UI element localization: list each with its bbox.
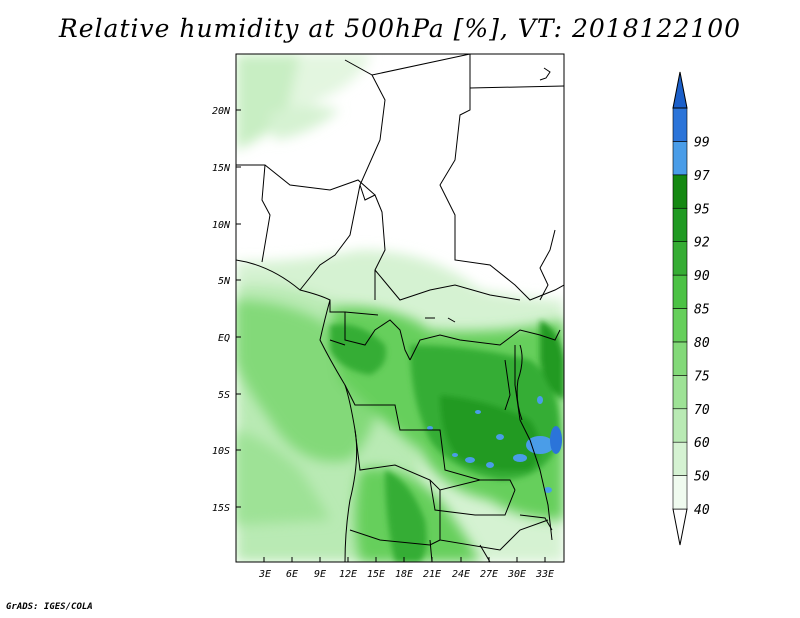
lat-label-10s: 10S bbox=[212, 446, 230, 457]
humidity-95-plus-patches bbox=[427, 396, 562, 493]
colorbar-segment bbox=[672, 274, 688, 309]
country-borders bbox=[236, 54, 564, 562]
grads-credit: GrADS: IGES/COLA bbox=[6, 602, 93, 612]
lon-axis: 3E 6E 9E 12E 15E 18E 21E 24E 27E 30E 33E bbox=[258, 557, 554, 580]
lon-label-3e: 3E bbox=[258, 569, 271, 580]
map-frame bbox=[235, 53, 565, 563]
humidity-90-95-shading bbox=[330, 320, 564, 562]
colorbar-label: 90 bbox=[694, 269, 710, 284]
lon-label-12e: 12E bbox=[339, 569, 357, 580]
lat-axis: 20N 15N 10N 5N EQ 5S 10S 15S bbox=[212, 106, 241, 514]
lat-label-5s: 5S bbox=[218, 390, 230, 401]
colorbar-label: 95 bbox=[694, 202, 710, 217]
colorbar: 40 50 60 70 75 80 85 90 92 95 97 99 bbox=[672, 71, 710, 546]
colorbar-label: 70 bbox=[694, 403, 710, 418]
colorbar-label: 50 bbox=[694, 470, 710, 485]
lon-label-24e: 24E bbox=[452, 569, 470, 580]
lon-label-15e: 15E bbox=[367, 569, 385, 580]
lat-label-eq: EQ bbox=[218, 333, 230, 344]
colorbar-segment bbox=[672, 375, 688, 410]
lon-label-21e: 21E bbox=[423, 569, 441, 580]
lat-label-5n: 5N bbox=[218, 276, 231, 287]
lat-label-20n: 20N bbox=[212, 106, 231, 117]
colorbar-label: 85 bbox=[694, 303, 710, 318]
colorbar-segment bbox=[672, 475, 688, 510]
colorbar-label: 40 bbox=[694, 503, 710, 518]
lon-label-27e: 27E bbox=[480, 569, 498, 580]
lon-label-6e: 6E bbox=[286, 569, 298, 580]
colorbar-segment-below bbox=[672, 508, 688, 546]
lon-label-33e: 33E bbox=[535, 569, 554, 580]
lat-label-10n: 10N bbox=[212, 220, 231, 231]
colorbar-segment bbox=[672, 174, 688, 209]
colorbar-segment bbox=[672, 241, 688, 276]
colorbar-segment bbox=[672, 141, 688, 176]
colorbar-label: 92 bbox=[694, 236, 710, 251]
lat-label-15n: 15N bbox=[212, 163, 231, 174]
colorbar-label: 97 bbox=[694, 169, 710, 184]
colorbar-segment bbox=[672, 408, 688, 443]
colorbar-segment-above bbox=[672, 71, 688, 109]
colorbar-segment bbox=[672, 207, 688, 242]
colorbar-segment bbox=[672, 308, 688, 343]
lon-label-9e: 9E bbox=[314, 569, 326, 580]
lat-label-15s: 15S bbox=[212, 503, 230, 514]
colorbar-segment bbox=[672, 441, 688, 476]
colorbar-segment bbox=[672, 341, 688, 376]
colorbar-label: 75 bbox=[694, 369, 710, 384]
chart-title: Relative humidity at 500hPa [%], VT: 201… bbox=[58, 14, 742, 43]
humidity-field bbox=[236, 54, 564, 562]
lon-label-18e: 18E bbox=[395, 569, 413, 580]
lon-label-30e: 30E bbox=[507, 569, 526, 580]
colorbar-label: 80 bbox=[694, 336, 710, 351]
colorbar-segment bbox=[672, 107, 688, 142]
colorbar-label: 60 bbox=[694, 436, 710, 451]
colorbar-label: 99 bbox=[694, 135, 710, 150]
